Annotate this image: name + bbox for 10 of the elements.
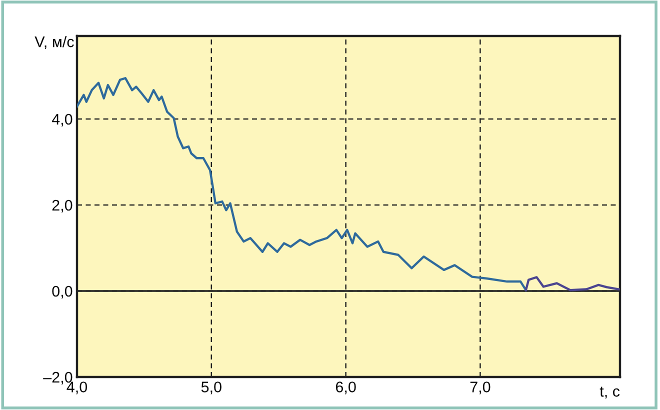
x-tick-label: 7,0 xyxy=(470,382,490,394)
x-tick-label: 6,0 xyxy=(336,382,356,394)
x-axis-title: t, с xyxy=(600,386,620,399)
line-series xyxy=(77,77,528,292)
y-tick-label: 0,0 xyxy=(52,286,72,298)
y-tick-label: 4,0 xyxy=(52,114,72,126)
y-axis-title: V, м/с xyxy=(34,36,74,50)
y-tick-label: 2,0 xyxy=(52,200,72,212)
line-series xyxy=(524,276,620,292)
x-tick-label: 5,0 xyxy=(201,382,222,394)
